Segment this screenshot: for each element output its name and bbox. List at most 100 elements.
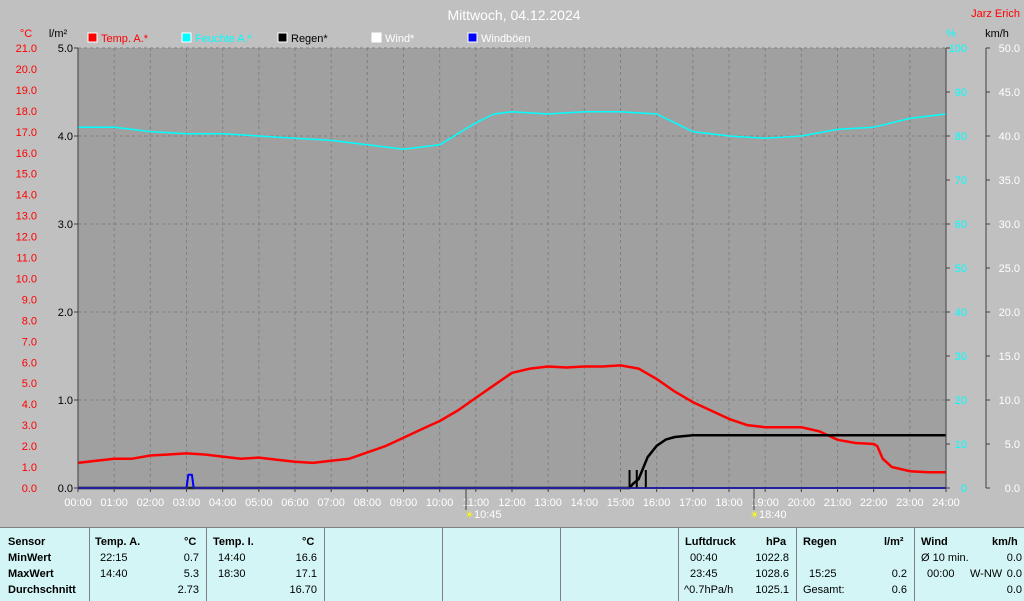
weather-chart: 00:00 01:00 02:00 03:00 04:00 05:00 06:00 07:00… bbox=[15, 7, 1020, 521]
x-tick-label: 09:00 bbox=[390, 497, 418, 509]
x-tick-label: 20:00 bbox=[788, 497, 816, 509]
x-tick-label: 23:00 bbox=[896, 497, 924, 509]
stats-panel: Sensor MinWert MaxWert Durchschnitt Temp… bbox=[0, 527, 1024, 601]
pressure-max-value: 1028.6 bbox=[755, 568, 789, 580]
x-tick-label: 06:00 bbox=[281, 497, 309, 509]
legend-label-rain: Regen* bbox=[291, 33, 328, 45]
sensor-header: Sensor bbox=[8, 536, 46, 548]
wind-tick-label: 25.0 bbox=[999, 263, 1020, 275]
temp-i-max-time: 18:30 bbox=[218, 568, 246, 580]
wind-tick-label: 0.0 bbox=[1005, 483, 1020, 495]
row-label-avg: Durchschnitt bbox=[8, 584, 76, 596]
sunset-icon: ☀ bbox=[750, 510, 759, 521]
temp-tick-label: 9.0 bbox=[22, 294, 37, 306]
temp-i-min-value: 16.6 bbox=[295, 552, 317, 564]
humidity-tick-label: 40 bbox=[955, 307, 967, 319]
temp-tick-label: 5.0 bbox=[22, 378, 37, 390]
temp-tick-label: 4.0 bbox=[22, 399, 37, 411]
humidity-tick-label: 50 bbox=[955, 263, 967, 275]
wind-avg-label: Ø 10 min. bbox=[921, 552, 969, 564]
humidity-axis-unit: % bbox=[946, 28, 956, 40]
temp-a-max-value: 5.3 bbox=[183, 568, 199, 580]
temp-tick-label: 10.0 bbox=[16, 273, 37, 285]
temp-tick-label: 19.0 bbox=[16, 85, 37, 97]
wind-extra-value: 0.0 bbox=[1006, 584, 1022, 596]
sunset-time: 18:40 bbox=[759, 509, 787, 521]
rain-tick-label: 3.0 bbox=[58, 219, 73, 231]
humidity-tick-label: 10 bbox=[955, 439, 967, 451]
wind-tick-label: 10.0 bbox=[999, 395, 1020, 407]
legend-swatch-rain bbox=[277, 32, 288, 43]
rain-total-label: Gesamt: bbox=[803, 584, 845, 596]
stats-divider bbox=[324, 528, 325, 601]
temp-tick-label: 20.0 bbox=[16, 64, 37, 76]
temp-tick-label: 11.0 bbox=[16, 253, 37, 265]
rain-value: 0.2 bbox=[891, 568, 907, 580]
temp-tick-label: 14.0 bbox=[16, 190, 37, 202]
x-tick-label: 22:00 bbox=[860, 497, 888, 509]
temp-line bbox=[77, 364, 946, 474]
wind-tick-label: 50.0 bbox=[999, 43, 1020, 55]
x-tick-label: 17:00 bbox=[679, 497, 707, 509]
wind-header: Wind bbox=[921, 536, 948, 548]
stats-divider bbox=[914, 528, 915, 601]
x-tick-label: 08:00 bbox=[354, 497, 382, 509]
stats-divider bbox=[560, 528, 561, 601]
wind-max-dir: W-NW bbox=[970, 568, 1003, 580]
temp-i-header: Temp. I. bbox=[213, 536, 254, 548]
rain-tick-label: 2.0 bbox=[58, 307, 73, 319]
temp-a-avg-value: 2.73 bbox=[177, 584, 199, 596]
stats-divider bbox=[678, 528, 679, 601]
temp-i-unit: °C bbox=[302, 536, 315, 548]
wind-axis-unit: km/h bbox=[985, 28, 1009, 40]
pressure-trend: ^0.7hPa/h bbox=[684, 584, 734, 596]
x-tick-label: 16:00 bbox=[643, 497, 671, 509]
x-tick-label: 15:00 bbox=[607, 497, 635, 509]
wind-tick-label: 15.0 bbox=[999, 351, 1020, 363]
x-tick-label: 11:00 bbox=[462, 497, 489, 509]
rain-time: 15:25 bbox=[809, 568, 837, 580]
wind-max-value: 0.0 bbox=[1006, 568, 1022, 580]
humidity-tick-label: 70 bbox=[955, 175, 967, 187]
temp-tick-label: 0.0 bbox=[22, 483, 37, 495]
temp-i-avg-value: 16.70 bbox=[289, 584, 317, 596]
x-tick-label: 07:00 bbox=[317, 497, 345, 509]
grid bbox=[78, 47, 946, 488]
temp-axis-unit: °C bbox=[20, 28, 32, 40]
x-tick-label: 03:00 bbox=[173, 497, 201, 509]
x-tick-label: 04:00 bbox=[209, 497, 237, 509]
legend-label-wind: Wind* bbox=[385, 33, 415, 45]
rain-unit: l/m² bbox=[884, 536, 904, 548]
x-tick-label: 13:00 bbox=[534, 497, 562, 509]
x-tick-label: 02:00 bbox=[137, 497, 165, 509]
row-label-max: MaxWert bbox=[8, 568, 54, 580]
temp-tick-label: 12.0 bbox=[16, 232, 37, 244]
legend-swatch-wind bbox=[371, 32, 382, 43]
stats-divider bbox=[442, 528, 443, 601]
temp-tick-label: 21.0 bbox=[16, 43, 37, 55]
legend-swatch-temp bbox=[87, 32, 98, 43]
wind-avg-value: 0.0 bbox=[1006, 552, 1022, 564]
x-tick-label: 24:00 bbox=[932, 497, 960, 509]
sunrise-time: 10:45 bbox=[474, 509, 502, 521]
temp-a-max-time: 14:40 bbox=[100, 568, 128, 580]
rain-total-value: 0.6 bbox=[891, 584, 907, 596]
humidity-tick-label: 100 bbox=[949, 43, 967, 55]
temp-tick-label: 6.0 bbox=[22, 357, 37, 369]
humidity-tick-label: 0 bbox=[961, 483, 967, 495]
chart-title: Mittwoch, 04.12.2024 bbox=[447, 7, 580, 23]
humidity-tick-label: 30 bbox=[955, 351, 967, 363]
legend-swatch-gust bbox=[467, 32, 478, 43]
wind-tick-label: 30.0 bbox=[999, 219, 1020, 231]
temp-a-min-time: 22:15 bbox=[100, 552, 128, 564]
temp-a-unit: °C bbox=[184, 536, 197, 548]
legend: Temp. A.* Feuchte A.* Regen* Wind* Windb… bbox=[87, 32, 531, 45]
pressure-unit: hPa bbox=[766, 536, 787, 548]
stats-divider bbox=[206, 528, 207, 601]
temp-i-max-value: 17.1 bbox=[295, 568, 317, 580]
x-tick-label: 12:00 bbox=[498, 497, 526, 509]
wind-tick-label: 40.0 bbox=[999, 131, 1020, 143]
rain-axis-unit: l/m² bbox=[49, 28, 68, 40]
legend-label-temp: Temp. A.* bbox=[101, 33, 149, 45]
humidity-tick-label: 90 bbox=[955, 87, 967, 99]
